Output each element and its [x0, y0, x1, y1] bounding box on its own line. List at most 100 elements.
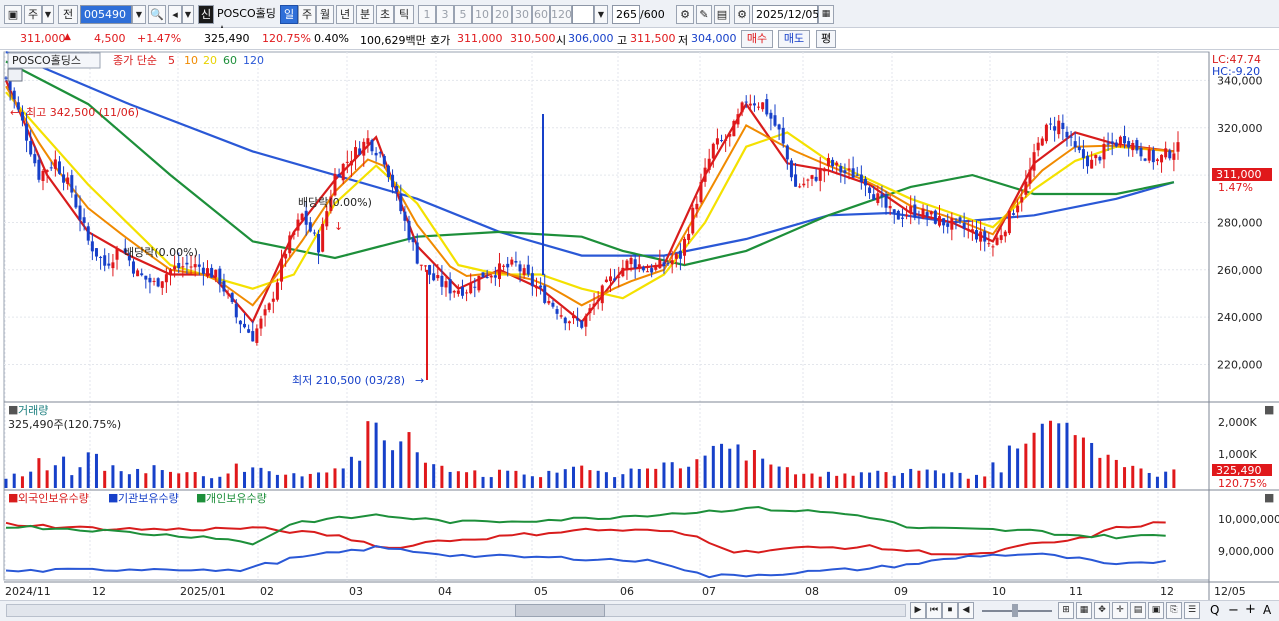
- stop-icon[interactable]: ⏹: [942, 602, 958, 619]
- chart-frame: [3, 51, 1210, 581]
- volume-bar: [942, 473, 946, 488]
- volume-bar: [103, 470, 107, 488]
- legend-box[interactable]: [7, 52, 101, 69]
- candle-body: [292, 232, 296, 235]
- speaker-icon[interactable]: ◂: [168, 5, 182, 24]
- market-type-dropdown-icon[interactable]: ▼: [42, 5, 54, 24]
- volume-bar: [1016, 448, 1020, 488]
- period-weekly-tab[interactable]: 주: [298, 5, 316, 24]
- play-icon[interactable]: ▶: [910, 602, 926, 619]
- x-axis-tick-label: 2025/01: [180, 585, 226, 598]
- zoom-slider-thumb[interactable]: [1012, 604, 1018, 617]
- candle-body: [551, 302, 555, 307]
- date-input[interactable]: 2025/12/05: [752, 5, 819, 24]
- holdings-panel-close-icon[interactable]: ■: [1264, 491, 1274, 504]
- count-input[interactable]: 265: [612, 5, 640, 24]
- cursor-icon[interactable]: ✥: [1094, 602, 1110, 619]
- calendar-icon[interactable]: ▦: [818, 5, 834, 24]
- candle-body: [744, 101, 748, 103]
- period-monthly-tab[interactable]: 월: [316, 5, 334, 24]
- volume-bar: [177, 473, 181, 488]
- interval-1-button[interactable]: 1: [418, 5, 436, 24]
- period-yearly-tab[interactable]: 년: [336, 5, 354, 24]
- candle-body: [699, 181, 703, 203]
- period-daily-tab[interactable]: 일: [280, 5, 298, 24]
- interval-5-button[interactable]: 5: [454, 5, 472, 24]
- candle-body: [678, 250, 682, 259]
- period-minute-tab[interactable]: 분: [356, 5, 374, 24]
- dividend-arrow-icon: ↓: [334, 220, 343, 233]
- institution-holdings-legend: 기관보유수량: [118, 492, 179, 505]
- back-icon[interactable]: ◀: [958, 602, 974, 619]
- interval-3-button[interactable]: 3: [436, 5, 454, 24]
- candle-body: [736, 114, 740, 125]
- evaluate-button[interactable]: 평: [816, 30, 836, 48]
- period-tick-tab[interactable]: 틱: [394, 5, 414, 24]
- period-second-tab[interactable]: 초: [376, 5, 394, 24]
- candle-body: [851, 168, 855, 178]
- horizontal-scrollbar[interactable]: [6, 604, 906, 617]
- compare-button[interactable]: 전: [58, 5, 78, 24]
- volume-bar: [1114, 459, 1118, 488]
- layout-icon[interactable]: ▣: [4, 5, 22, 24]
- interval-120-button[interactable]: 120: [550, 5, 572, 24]
- draw-tool-icon[interactable]: ✎: [696, 5, 712, 24]
- x-axis-tick-label: 11: [1069, 585, 1083, 598]
- candle-body: [999, 235, 1003, 240]
- volume-bar: [1081, 437, 1085, 488]
- sell-button[interactable]: 매도: [778, 30, 810, 48]
- candle-body: [954, 218, 958, 220]
- interval-20-button[interactable]: 20: [492, 5, 512, 24]
- copy-icon[interactable]: ⎘: [1166, 602, 1182, 619]
- crosshair-icon[interactable]: ✛: [1112, 602, 1128, 619]
- candle-body: [152, 280, 156, 282]
- volume-bar: [218, 476, 222, 488]
- interval-dropdown-icon[interactable]: ▼: [594, 5, 608, 24]
- table-view-icon[interactable]: ☰: [1184, 602, 1200, 619]
- candle-body: [966, 228, 970, 231]
- volume-bar: [185, 472, 189, 488]
- candle-body: [70, 175, 74, 193]
- volume-panel-close-icon[interactable]: ■: [1264, 403, 1274, 416]
- interval-30-button[interactable]: 30: [512, 5, 532, 24]
- candle-body: [189, 266, 193, 268]
- volume-bar: [94, 453, 98, 488]
- search-icon[interactable]: 🔍: [148, 5, 166, 24]
- volume-bar: [333, 468, 337, 488]
- interval-custom-input[interactable]: [572, 5, 594, 24]
- market-type-button[interactable]: 주: [24, 5, 42, 24]
- interval-60-button[interactable]: 60: [532, 5, 550, 24]
- buy-button[interactable]: 매수: [741, 30, 773, 48]
- stock-code-dropdown-icon[interactable]: ▼: [132, 5, 146, 24]
- zoom-out-icon[interactable]: −: [1228, 603, 1239, 618]
- grid-icon[interactable]: ▦: [1076, 602, 1092, 619]
- interval-10-button[interactable]: 10: [472, 5, 492, 24]
- image-icon[interactable]: ▣: [1148, 602, 1164, 619]
- candle-body: [1176, 142, 1180, 152]
- stock-code-input[interactable]: 005490: [80, 5, 132, 24]
- price-change: 4,500: [94, 32, 126, 45]
- volume-ratio: 120.75%: [262, 32, 311, 45]
- gear-icon[interactable]: ⚙: [734, 5, 750, 24]
- rewind-icon[interactable]: ⏮: [926, 602, 942, 619]
- print-icon[interactable]: ▤: [1130, 602, 1146, 619]
- volume-bar: [925, 469, 929, 488]
- zoom-search-icon[interactable]: Q: [1210, 603, 1220, 617]
- volume-bar: [473, 470, 477, 488]
- split-icon[interactable]: ⊞: [1058, 602, 1074, 619]
- price-chart[interactable]: →←↓ 340,000320,000300,000280,000260,0002…: [0, 50, 1279, 600]
- scrollbar-thumb[interactable]: [515, 604, 605, 617]
- zoom-in-icon[interactable]: +: [1245, 602, 1256, 617]
- institution-holdings-line: [5, 545, 1166, 579]
- volume-bar: [1147, 472, 1151, 488]
- candle-body: [1003, 231, 1007, 237]
- candle-body: [1032, 152, 1036, 171]
- candle-body: [925, 212, 929, 217]
- font-size-icon[interactable]: A: [1263, 603, 1272, 617]
- candle-body: [633, 259, 637, 269]
- speaker-dropdown-icon[interactable]: ▼: [182, 5, 194, 24]
- settings-toggle-icon[interactable]: ⚙: [676, 5, 694, 24]
- table-icon[interactable]: [7, 68, 23, 82]
- x-axis-tick-label: 09: [894, 585, 908, 598]
- save-icon[interactable]: ▤: [714, 5, 730, 24]
